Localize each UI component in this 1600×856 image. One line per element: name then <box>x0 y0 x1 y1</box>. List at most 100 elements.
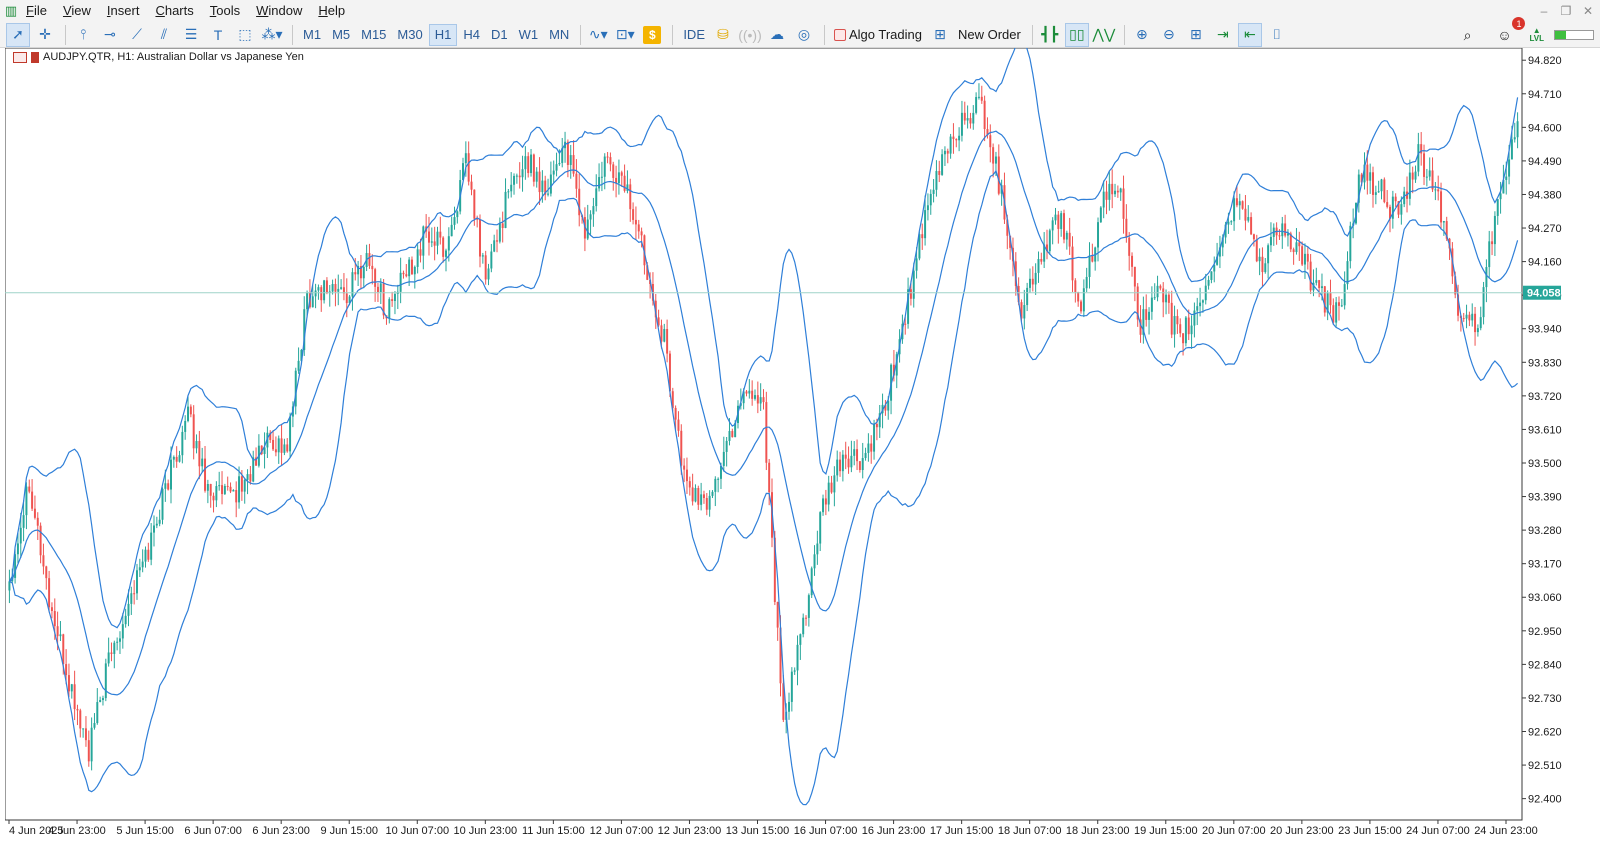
new-order-button[interactable]: New Order <box>957 27 1021 42</box>
candle <box>235 481 238 518</box>
menu-tools[interactable]: Tools <box>209 3 241 18</box>
candle <box>674 405 677 431</box>
timeframe-w1[interactable]: W1 <box>518 27 539 42</box>
cursor-tool-icon[interactable]: ➚ <box>6 22 30 47</box>
shapes-tool-icon[interactable]: ⬚ <box>238 26 252 42</box>
new-order-icon[interactable]: ⊞ <box>934 26 946 42</box>
candle <box>422 225 425 270</box>
candle-body <box>731 431 734 438</box>
close-icon[interactable]: ✕ <box>1582 4 1594 18</box>
candle <box>592 197 595 227</box>
candle-body <box>807 595 810 618</box>
candle-body <box>1128 237 1131 256</box>
candle-body <box>575 173 578 189</box>
toolbar-divider <box>823 24 825 45</box>
timeframe-m15[interactable]: M15 <box>361 27 387 42</box>
zoom-out-icon[interactable]: ⊖ <box>1162 26 1175 42</box>
candle <box>1065 230 1068 250</box>
timeframe-m30[interactable]: M30 <box>397 27 423 42</box>
candle-body <box>1210 271 1213 280</box>
candle-body <box>306 292 309 310</box>
chart-shift-icon[interactable]: ⇤ <box>1237 22 1262 47</box>
screenshot-icon[interactable]: ⌷ <box>1272 26 1282 42</box>
chart-list-icon[interactable] <box>13 51 27 63</box>
price-chart[interactable]: 94.820 94.710 94.600 94.490 94.380 94.270 94.1… <box>5 48 1600 856</box>
x-tick-label: 6 Jun 07:00 <box>184 825 242 837</box>
timeframe-m5[interactable]: M5 <box>332 27 351 42</box>
candlestick-chart-icon[interactable]: ▯▯ <box>1064 22 1089 47</box>
bar-chart-icon[interactable]: ┫┣ <box>1041 26 1059 42</box>
candle-body <box>311 296 314 308</box>
line-chart-icon[interactable]: ⋀⋁ <box>1092 26 1116 42</box>
x-tick-label: 4 Jun 2025 <box>9 825 63 837</box>
y-tick-label: 93.390 <box>1528 492 1562 504</box>
algo-trading-icon[interactable] <box>833 28 846 41</box>
menu-help[interactable]: Help <box>318 3 346 18</box>
timeframe-m1[interactable]: M1 <box>303 27 322 42</box>
chart-window[interactable]: 94.820 94.710 94.600 94.490 94.380 94.270 94.1… <box>5 48 1600 856</box>
candle <box>1465 304 1468 329</box>
menu-file[interactable]: File <box>26 3 47 18</box>
candle <box>42 543 45 575</box>
candle <box>637 219 640 239</box>
text-tool-icon[interactable]: T <box>213 26 223 43</box>
ide-button[interactable]: IDE <box>683 27 705 42</box>
candle <box>1244 195 1247 231</box>
candle-body <box>1122 188 1125 219</box>
timeframe-h4[interactable]: H4 <box>463 27 480 42</box>
timeframe-mn[interactable]: MN <box>549 27 570 42</box>
shopping-bag-icon[interactable]: ⛁ <box>717 26 729 42</box>
toolbar-divider <box>580 24 582 45</box>
crosshair-tool-icon[interactable]: ✛ <box>39 26 51 42</box>
vertical-line-tool-icon[interactable]: ⫯ <box>79 26 87 42</box>
timeframe-d1[interactable]: D1 <box>490 27 508 42</box>
candle-body <box>1335 302 1338 323</box>
auto-scroll-icon[interactable]: ⇥ <box>1216 26 1229 42</box>
candle <box>1184 316 1187 347</box>
vps-icon[interactable]: ◎ <box>797 26 811 42</box>
channel-tool-icon[interactable]: ⫽ <box>160 26 168 42</box>
lvl-indicator[interactable]: ▲ LVL <box>1529 27 1544 43</box>
search-icon[interactable]: ⌕ <box>1463 26 1472 43</box>
chart-type-dropdown-icon[interactable]: ∿▾ <box>588 26 608 42</box>
notifications[interactable]: ☺ 1 <box>1492 17 1526 47</box>
signal-broadcast-icon[interactable]: ((•)) <box>738 26 762 43</box>
tile-windows-icon[interactable]: ⊞ <box>1189 26 1202 42</box>
objects-dropdown-icon[interactable]: ⁂▾ <box>261 26 283 42</box>
candle-body <box>586 219 589 239</box>
candle-body <box>487 268 490 280</box>
candle-body <box>1278 235 1281 237</box>
indicators-dropdown-icon[interactable]: ⊡▾ <box>615 26 635 42</box>
menu-window[interactable]: Window <box>256 3 303 18</box>
candle-body <box>663 329 666 342</box>
candle <box>975 92 978 115</box>
candle <box>147 542 150 562</box>
trend-line-tool-icon[interactable]: ⟋ <box>132 26 142 42</box>
account-icon[interactable]: ☺ <box>1497 27 1512 43</box>
cloud-icon[interactable]: ☁ <box>769 26 784 42</box>
menu-view[interactable]: View <box>62 3 91 18</box>
timeframe-h1[interactable]: H1 <box>428 23 458 46</box>
minimize-icon[interactable]: ‒ <box>1540 4 1548 18</box>
chart-color-icon[interactable] <box>31 51 39 63</box>
menu-insert[interactable]: Insert <box>106 3 140 18</box>
candle-body <box>501 223 504 228</box>
candle <box>629 178 632 222</box>
candle-body <box>1142 309 1145 335</box>
candle <box>952 123 955 154</box>
horizontal-line-tool-icon[interactable]: ⊸ <box>104 26 116 42</box>
candle-body <box>79 710 82 729</box>
candle-body <box>283 444 286 453</box>
menu-charts[interactable]: Charts <box>155 3 194 18</box>
candle-body <box>510 184 513 192</box>
algo-trading-button[interactable]: Algo Trading <box>848 27 922 42</box>
fibonacci-tool-icon[interactable]: ☰ <box>184 26 198 42</box>
zoom-in-icon[interactable]: ⊕ <box>1135 26 1148 42</box>
restore-icon[interactable]: ❐ <box>1560 4 1572 18</box>
candle-body <box>221 485 224 495</box>
candle-body <box>218 485 221 487</box>
candle <box>538 157 541 205</box>
candle-body <box>56 626 59 637</box>
candle <box>19 512 22 558</box>
market-icon[interactable]: $ <box>640 23 664 47</box>
